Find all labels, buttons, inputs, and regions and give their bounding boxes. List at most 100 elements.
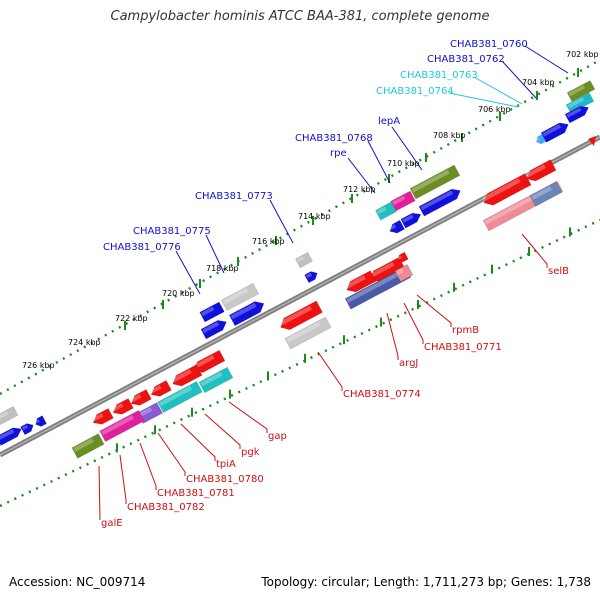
forward-gene-leader xyxy=(269,199,294,244)
reverse-gene-arrow-shape xyxy=(198,366,234,394)
forward-gene-label: CHAB381_0762 xyxy=(427,54,505,65)
gene-labels: CHAB381_0760 CHAB381_0762 CHAB381_0763 CHAB… xyxy=(101,39,569,529)
reverse-gene-arrow xyxy=(278,300,323,331)
reverse-gene-arrow-shape xyxy=(344,266,412,310)
forward-gene-arrow xyxy=(564,105,590,124)
forward-gene-arrow-gloss xyxy=(202,321,220,334)
reverse-gene-arrow-shape xyxy=(172,364,203,387)
forward-gene-arrow xyxy=(400,212,422,229)
reverse-gene-arrow-shape xyxy=(397,251,409,263)
reverse-gene-arrow-gloss xyxy=(171,369,192,383)
tick-label: 714 kbp xyxy=(298,212,331,221)
reverse-gene-leader xyxy=(386,312,399,360)
forward-gene-arrow xyxy=(200,320,227,340)
reverse-gene-arrow-gloss xyxy=(91,413,104,422)
reverse-gene-arrow xyxy=(198,366,234,394)
forward-gene-arrow-shape xyxy=(220,282,260,312)
forward-gene-label: CHAB381_0768 xyxy=(295,133,373,144)
forward-gene-label: CHAB381_0764 xyxy=(376,86,454,97)
gene-features xyxy=(0,80,596,459)
forward-gene-arrow xyxy=(34,415,47,427)
tick-label: 724 kbp xyxy=(68,338,101,347)
forward-gene-arrow-shape xyxy=(409,164,461,200)
forward-gene-leader xyxy=(367,140,391,184)
reverse-gene-arrow-gloss xyxy=(531,186,552,200)
reverse-gene-leader xyxy=(403,302,424,344)
reverse-gene-label: CHAB381_0782 xyxy=(127,502,205,513)
genome-stats-text: Topology: circular; Length: 1,711,273 bp… xyxy=(261,575,591,589)
map-title: Campylobacter hominis ATCC BAA-381, comp… xyxy=(110,9,490,24)
reverse-gene-arrow-gloss xyxy=(129,394,142,403)
reverse-gene-arrow xyxy=(482,173,532,206)
forward-gene-leader xyxy=(391,126,423,171)
forward-gene-arrow-gloss xyxy=(568,85,586,97)
reverse-gene-label: gap xyxy=(268,431,287,442)
reverse-gene-arrow-gloss xyxy=(200,371,223,387)
reverse-gene-arrow-gloss xyxy=(397,255,402,260)
reverse-gene-arrow-gloss xyxy=(138,407,153,417)
forward-gene-arrow-shape xyxy=(536,134,546,145)
label-leaders xyxy=(98,45,569,521)
forward-gene-arrow-shape xyxy=(375,201,397,221)
forward-gene-arrow-gloss xyxy=(230,302,257,320)
reverse-gene-arrow-shape xyxy=(150,380,172,397)
reverse-gene-label: CHAB381_0774 xyxy=(343,389,421,400)
forward-gene-arrow-shape xyxy=(295,251,313,269)
reverse-gene-arrow-gloss xyxy=(278,305,312,327)
reverse-gene-arrow-shape xyxy=(92,408,114,425)
forward-gene-arrow-gloss xyxy=(201,306,215,317)
tick-label: 726 kbp xyxy=(22,361,55,370)
reverse-gene-leader xyxy=(180,423,216,461)
tick-label: 712 kbp xyxy=(343,185,376,194)
tick-labels: 702 kbp 704 kbp 706 kbp 708 kbp 710 kbp 712 k… xyxy=(22,50,599,370)
reverse-gene-arrow-shape xyxy=(112,398,134,415)
reverse-gene-arrow-gloss xyxy=(396,268,404,276)
forward-gene-arrow xyxy=(0,406,19,426)
kbp-rulers xyxy=(0,58,600,508)
forward-gene-label: rpe xyxy=(330,148,347,159)
reverse-gene-arrow-gloss xyxy=(192,354,215,370)
tick-label: 710 kbp xyxy=(387,159,420,168)
forward-gene-arrow-gloss xyxy=(542,124,561,137)
forward-gene-label: CHAB381_0773 xyxy=(195,191,273,202)
reverse-gene-arrow xyxy=(71,433,105,459)
forward-gene-arrow-gloss xyxy=(392,195,406,206)
forward-gene-label: lepA xyxy=(378,116,400,127)
tick-label: 716 kbp xyxy=(252,237,285,246)
tick-label: 704 kbp xyxy=(522,78,555,87)
forward-gene-label: CHAB381_0776 xyxy=(103,242,181,253)
reverse-gene-arrow-gloss xyxy=(345,275,366,289)
reverse-gene-leader xyxy=(416,294,452,327)
tick-label: 702 kbp xyxy=(566,50,599,59)
forward-gene-arrow xyxy=(304,271,318,284)
reverse-gene-arrow-gloss xyxy=(149,385,162,394)
forward-gene-leader xyxy=(205,234,225,274)
forward-gene-arrow-shape xyxy=(566,80,596,102)
reverse-gene-arrow xyxy=(157,380,203,414)
forward-gene-arrow-shape xyxy=(0,406,19,426)
edge-marker xyxy=(588,136,596,146)
reverse-gene-arrow-shape xyxy=(529,181,563,207)
reverse-gene-arrow-gloss xyxy=(159,386,192,407)
reverse-gene-arrow xyxy=(91,408,114,425)
forward-gene-arrow-gloss xyxy=(420,190,454,211)
forward-gene-arrow-shape xyxy=(389,219,405,234)
forward-gene-leader xyxy=(524,45,569,74)
reverse-gene-arrow-shape xyxy=(483,173,532,206)
reverse-gene-label: argJ xyxy=(399,358,418,369)
tick-label: 706 kbp xyxy=(478,105,511,114)
reverse-gene-arrow xyxy=(149,380,172,397)
forward-gene-arrow xyxy=(540,122,569,143)
reverse-gene-arrow-shape xyxy=(71,433,105,459)
reverse-gene-arrow-shape xyxy=(99,409,145,443)
reverse-gene-arrow xyxy=(397,251,409,263)
reverse-gene-arrow-gloss xyxy=(346,271,401,303)
forward-gene-arrow-gloss xyxy=(566,107,582,118)
reverse-gene-arrow-shape xyxy=(346,270,377,293)
reverse-gene-leader xyxy=(98,465,101,521)
forward-gene-leader xyxy=(347,157,376,194)
reverse-gene-arrow xyxy=(525,159,557,182)
reverse-gene-arrow-shape xyxy=(157,380,203,414)
tick-label: 720 kbp xyxy=(162,289,195,298)
reverse-gene-arrow xyxy=(284,316,332,350)
